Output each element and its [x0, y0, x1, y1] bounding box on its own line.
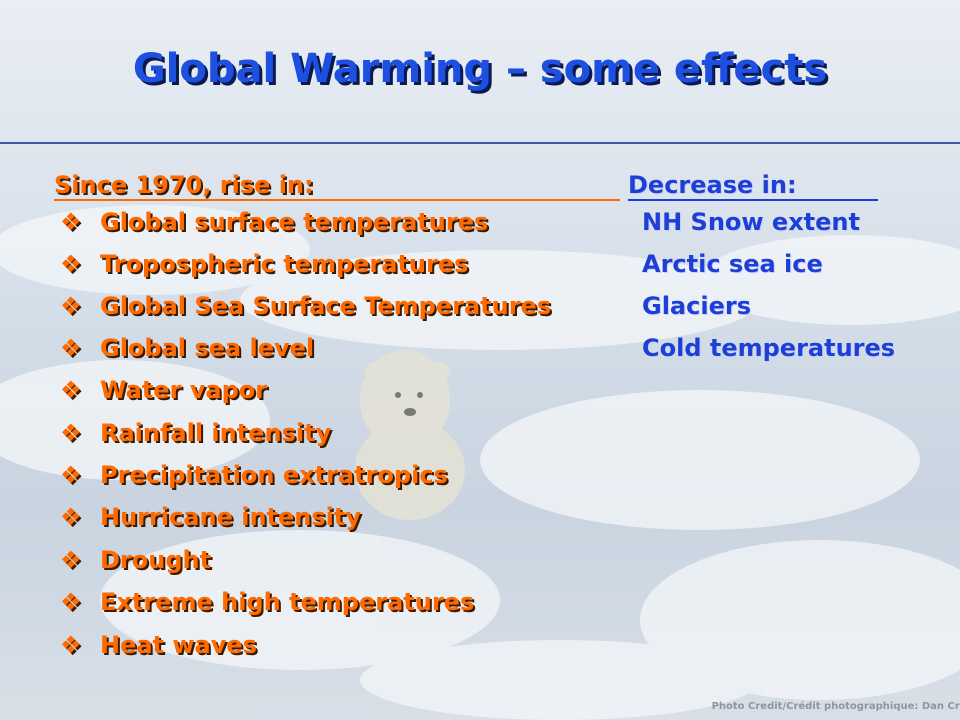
polar-bear — [355, 350, 465, 520]
rise-item: Global surface temperatures — [100, 208, 489, 236]
rise-item: Drought — [100, 546, 212, 574]
bullet: ❖ — [60, 208, 82, 236]
decrease-item: Glaciers — [642, 292, 751, 320]
bullet: ❖ — [60, 503, 82, 531]
bullet: ❖ — [60, 588, 82, 616]
rise-item: Water vapor — [100, 376, 268, 404]
bullet: ❖ — [60, 419, 82, 447]
decrease-underline — [628, 199, 878, 201]
rise-item: Global Sea Surface Temperatures — [100, 292, 552, 320]
decrease-heading: Decrease in: — [628, 171, 797, 199]
rise-item: Global sea level — [100, 334, 315, 362]
bullet: ❖ — [60, 334, 82, 362]
rise-underline — [54, 199, 620, 201]
rise-heading: Since 1970, rise in: — [54, 171, 314, 199]
rise-item: Hurricane intensity — [100, 503, 361, 531]
bullet: ❖ — [60, 546, 82, 574]
bullet: ❖ — [60, 461, 82, 489]
rise-item: Heat waves — [100, 631, 257, 659]
decrease-item: Arctic sea ice — [642, 250, 823, 278]
rise-item: Extreme high temperatures — [100, 588, 475, 616]
bullet: ❖ — [60, 376, 82, 404]
decrease-item: NH Snow extent — [642, 208, 860, 236]
title: Global Warming – some effects — [132, 46, 828, 92]
bullet: ❖ — [60, 292, 82, 320]
bullet: ❖ — [60, 250, 82, 278]
rise-item: Tropospheric temperatures — [100, 250, 469, 278]
bullet: ❖ — [60, 631, 82, 659]
decrease-item: Cold temperatures — [642, 334, 896, 362]
rise-item: Precipitation extratropics — [100, 461, 448, 489]
rise-item: Rainfall intensity — [100, 419, 332, 447]
photo-credit: Photo Credit/Crédit photographique: Dan … — [711, 701, 960, 712]
